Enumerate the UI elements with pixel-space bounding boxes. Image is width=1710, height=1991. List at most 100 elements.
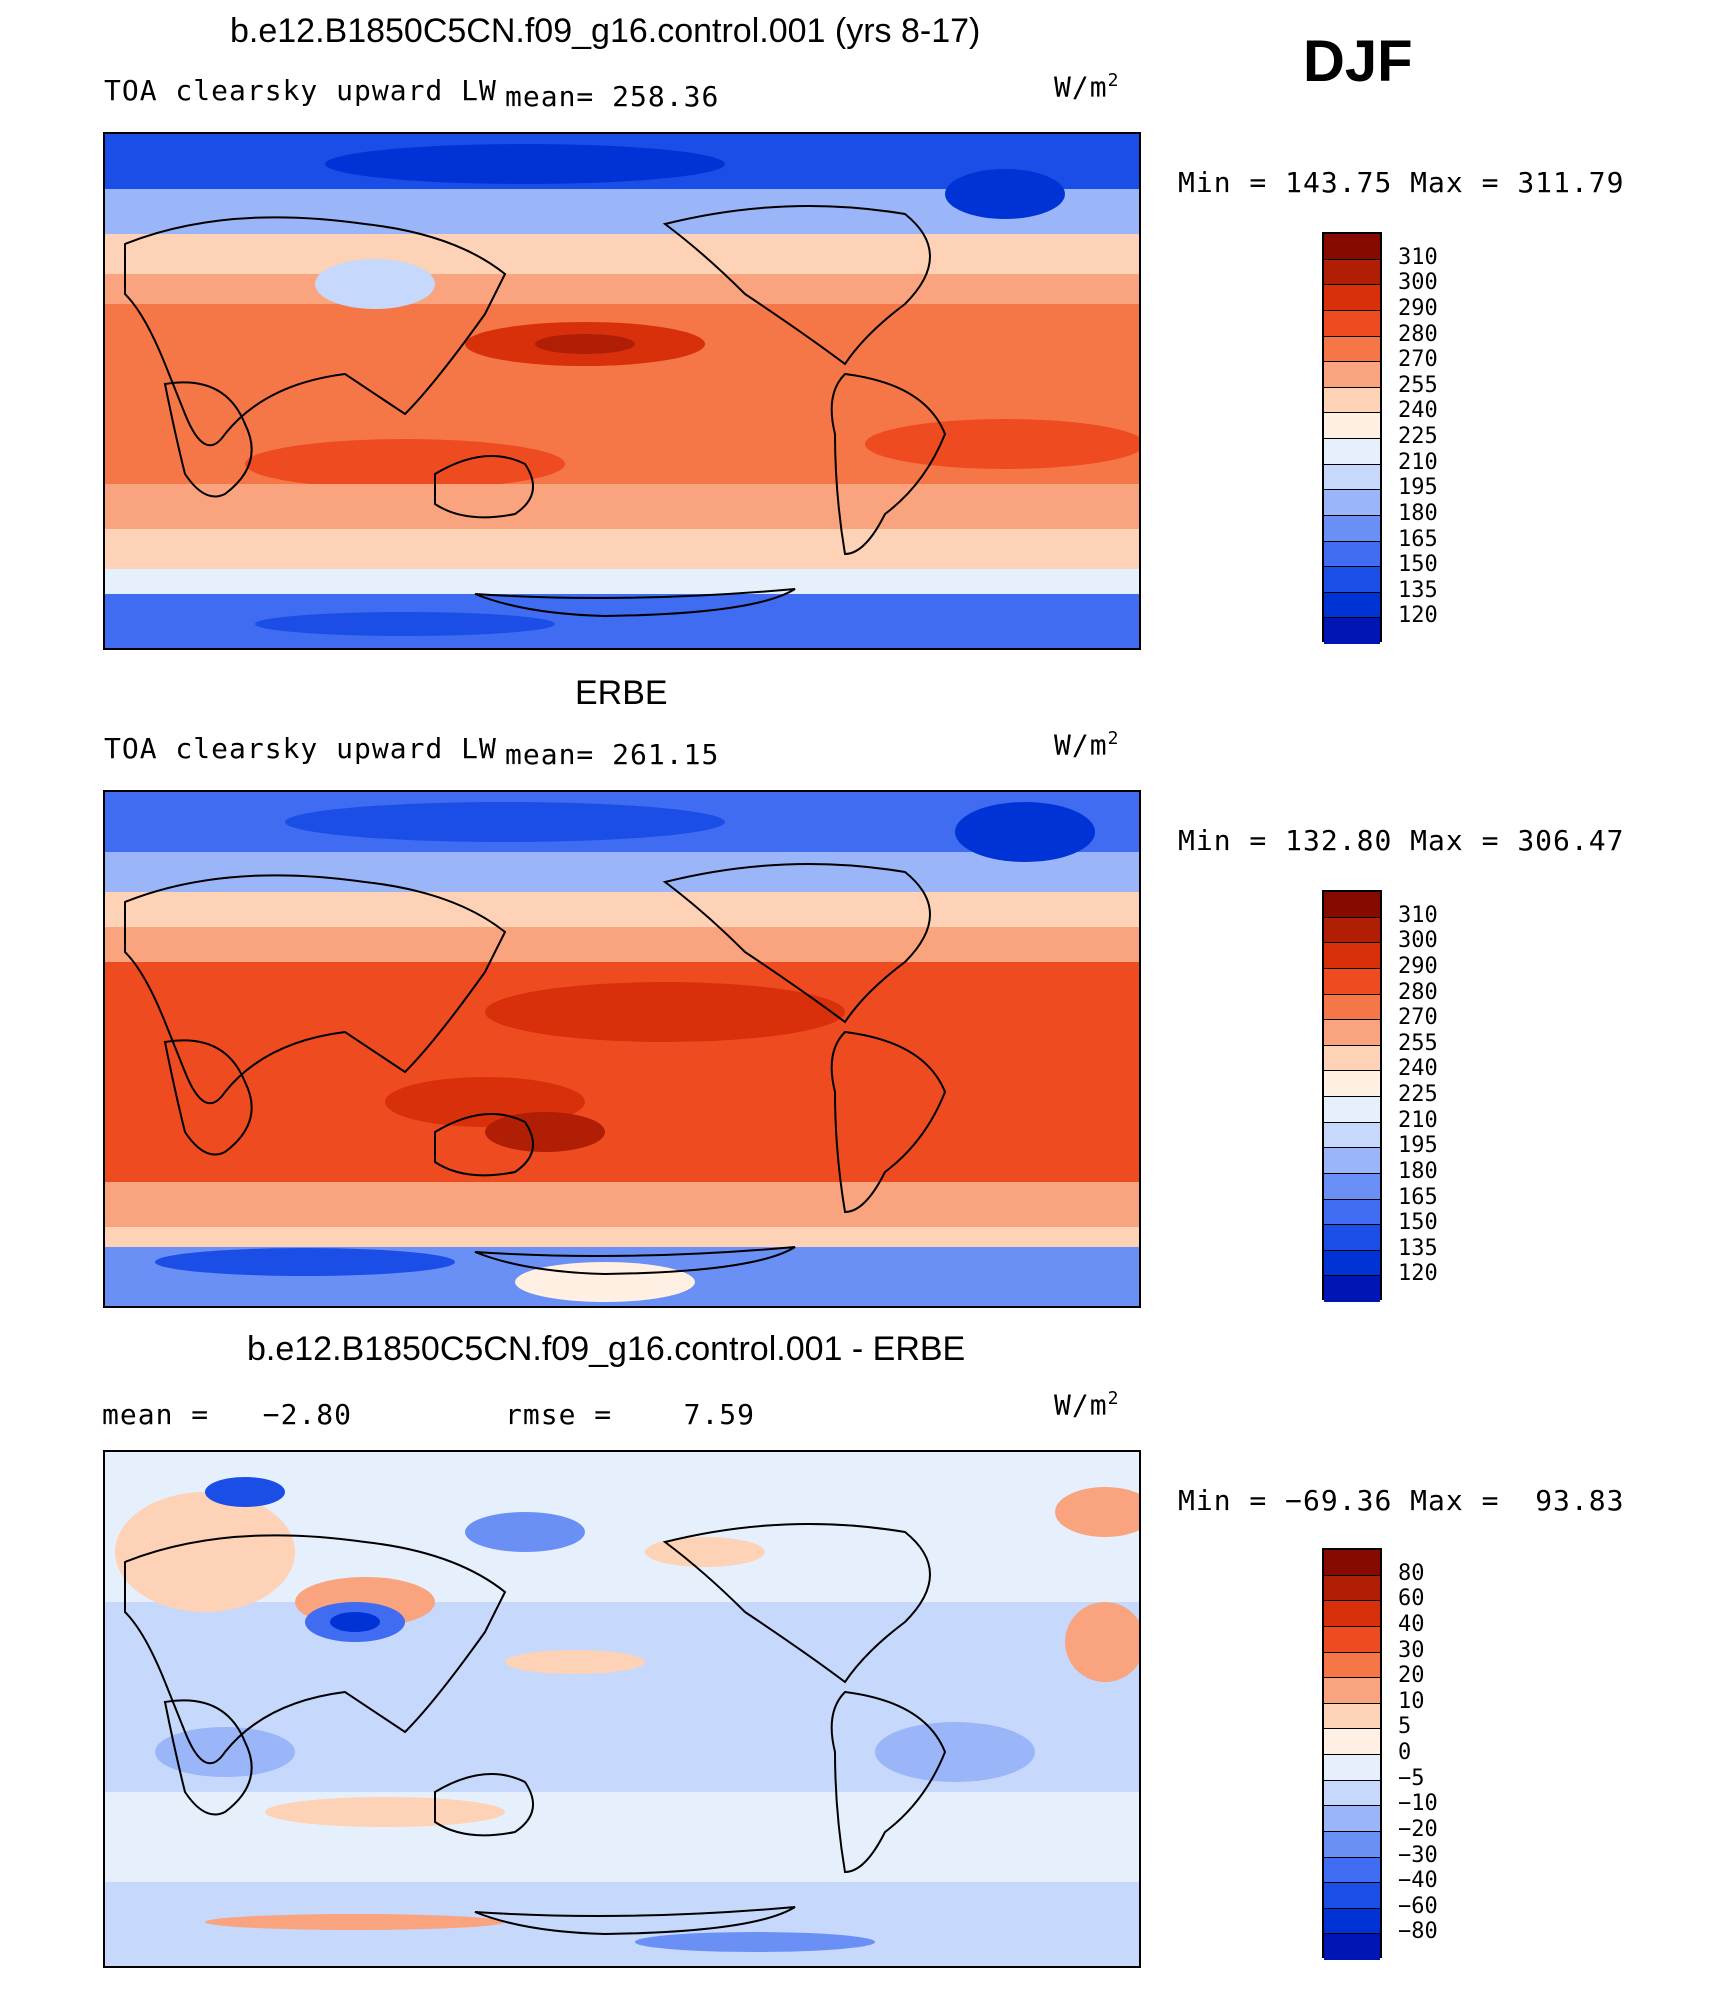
panel3-title: b.e12.B1850C5CN.f09_g16.control.001 - ER…	[247, 1330, 966, 1368]
panel2-colorbar	[1322, 890, 1382, 1302]
colorbar-label: 20	[1398, 1663, 1425, 1689]
panel3-rmse-label: rmse =	[505, 1398, 613, 1431]
panel3-mean-value: −2.80	[262, 1398, 353, 1431]
colorbar-segment	[1324, 234, 1380, 260]
colorbar-segment	[1324, 1020, 1380, 1046]
colorbar-segment	[1324, 259, 1380, 286]
colorbar-label: 5	[1398, 1714, 1412, 1740]
panel1-mean-value: 258.36	[612, 80, 720, 113]
panel2-min-value: 132.80	[1285, 824, 1393, 857]
panel1-title: b.e12.B1850C5CN.f09_g16.control.001 (yrs…	[230, 12, 981, 50]
colorbar-segment	[1324, 1729, 1380, 1755]
colorbar-segment	[1324, 1857, 1380, 1884]
colorbar-label: −20	[1398, 1816, 1438, 1842]
colorbar-label: 165	[1398, 526, 1438, 552]
panel2-max-value: 306.47	[1517, 824, 1625, 857]
colorbar-segment	[1324, 1806, 1380, 1832]
panel2-map	[103, 790, 1141, 1308]
panel2-map-svg	[105, 792, 1139, 1306]
panel2-min-max: Min = 132.80 Max = 306.47	[1178, 824, 1625, 857]
panel1-variable-label: TOA clearsky upward LW	[104, 74, 497, 107]
colorbar-label: 270	[1398, 1005, 1438, 1031]
colorbar-label: 270	[1398, 347, 1438, 373]
panel1-mean: mean= 258.36	[505, 80, 719, 113]
colorbar-segment	[1324, 1703, 1380, 1730]
colorbar-label: 135	[1398, 577, 1438, 603]
colorbar-segment	[1324, 1831, 1380, 1858]
panel2-units: W/m2	[1054, 728, 1120, 762]
colorbar-label: 135	[1398, 1235, 1438, 1261]
colorbar-label: −10	[1398, 1791, 1438, 1817]
colorbar-label: −40	[1398, 1868, 1438, 1894]
colorbar-segment	[1324, 362, 1380, 388]
colorbar-label: 150	[1398, 1210, 1438, 1236]
colorbar-label: 280	[1398, 321, 1438, 347]
panel1-min-value: 143.75	[1285, 166, 1393, 199]
colorbar-segment	[1324, 892, 1380, 918]
colorbar-segment	[1324, 1148, 1380, 1174]
colorbar-label: −30	[1398, 1842, 1438, 1868]
colorbar-segment	[1324, 1652, 1380, 1679]
colorbar-segment	[1324, 567, 1380, 593]
colorbar-segment	[1324, 439, 1380, 465]
colorbar-label: 255	[1398, 372, 1438, 398]
panel3-map	[103, 1450, 1141, 1968]
panel2-mean-value: 261.15	[612, 738, 720, 771]
colorbar-segment	[1324, 310, 1380, 337]
colorbar-label: 255	[1398, 1030, 1438, 1056]
panel1-map	[103, 132, 1141, 650]
colorbar-segment	[1324, 1276, 1380, 1302]
colorbar-label: −5	[1398, 1765, 1425, 1791]
panel3-rmse-value: 7.59	[683, 1398, 756, 1431]
colorbar-label: 0	[1398, 1740, 1412, 1765]
colorbar-label: 240	[1398, 1056, 1438, 1082]
panel3-units: W/m2	[1054, 1388, 1120, 1422]
colorbar-label: 180	[1398, 1158, 1438, 1184]
colorbar-label: 80	[1398, 1560, 1425, 1586]
colorbar-segment	[1324, 1908, 1380, 1935]
colorbar-label: 300	[1398, 928, 1438, 954]
panel1-min-max: Min = 143.75 Max = 311.79	[1178, 166, 1625, 199]
colorbar-segment	[1324, 1550, 1380, 1576]
colorbar-segment	[1324, 1626, 1380, 1653]
colorbar-segment	[1324, 943, 1380, 969]
panel2-mean: mean= 261.15	[505, 738, 719, 771]
colorbar-label: 195	[1398, 475, 1438, 501]
colorbar-segment	[1324, 1883, 1380, 1909]
colorbar-label: 40	[1398, 1611, 1425, 1637]
colorbar-segment	[1324, 413, 1380, 439]
colorbar-segment	[1324, 968, 1380, 995]
colorbar-segment	[1324, 490, 1380, 516]
panel2-variable-label: TOA clearsky upward LW	[104, 732, 497, 765]
colorbar-segment	[1324, 285, 1380, 311]
colorbar-label: 30	[1398, 1637, 1425, 1663]
colorbar-segment	[1324, 515, 1380, 542]
colorbar-segment	[1324, 1122, 1380, 1149]
panel1-colorbar	[1322, 232, 1382, 644]
colorbar-segment	[1324, 592, 1380, 619]
colorbar-segment	[1324, 1045, 1380, 1072]
colorbar-label: 240	[1398, 398, 1438, 424]
colorbar-label: 120	[1398, 603, 1438, 629]
colorbar-segment	[1324, 541, 1380, 568]
colorbar-label: 120	[1398, 1261, 1438, 1287]
colorbar-label: 225	[1398, 424, 1438, 449]
colorbar-segment	[1324, 387, 1380, 414]
colorbar-label: 310	[1398, 244, 1438, 270]
colorbar-segment	[1324, 1780, 1380, 1807]
colorbar-label: 210	[1398, 449, 1438, 475]
colorbar-label: 300	[1398, 270, 1438, 296]
colorbar-segment	[1324, 994, 1380, 1021]
colorbar-label: 195	[1398, 1133, 1438, 1159]
panel3-mean: mean = −2.80	[102, 1398, 352, 1431]
panel3-map-svg	[105, 1452, 1139, 1966]
colorbar-segment	[1324, 1097, 1380, 1123]
colorbar-segment	[1324, 618, 1380, 644]
colorbar-label: 290	[1398, 953, 1438, 979]
panel2-title: ERBE	[575, 674, 668, 712]
panel1-units: W/m2	[1054, 70, 1120, 104]
colorbar-segment	[1324, 1755, 1380, 1781]
colorbar-segment	[1324, 1173, 1380, 1200]
panel3-colorbar	[1322, 1548, 1382, 1960]
panel3-rmse: rmse = 7.59	[505, 1398, 755, 1431]
